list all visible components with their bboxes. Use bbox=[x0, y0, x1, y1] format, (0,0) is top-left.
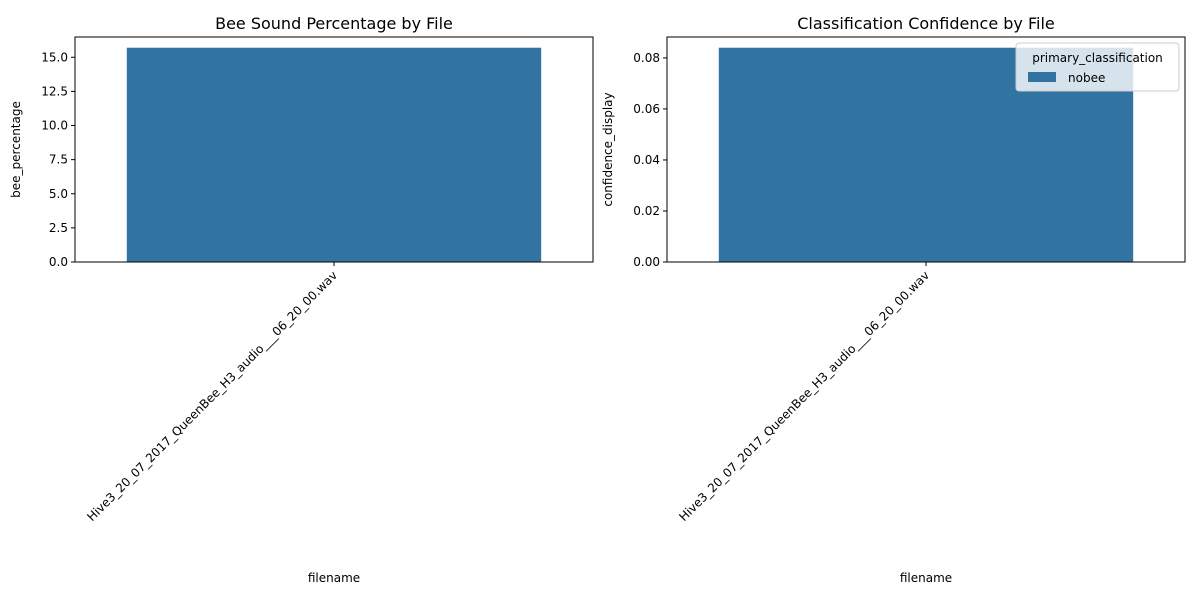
y-tick-label: 7.5 bbox=[49, 153, 68, 167]
legend-entry-label: nobee bbox=[1068, 71, 1105, 85]
y-tick-label: 12.5 bbox=[41, 84, 68, 98]
y-tick-label: 0.06 bbox=[633, 102, 660, 116]
legend-box bbox=[1015, 42, 1180, 92]
y-tick-label: 0.00 bbox=[633, 255, 660, 269]
y-tick-label: 5.0 bbox=[49, 187, 68, 201]
y-tick-label: 0.0 bbox=[49, 255, 68, 269]
y-tick-label: 10.0 bbox=[41, 119, 68, 133]
legend-swatch bbox=[1028, 72, 1056, 82]
legend-title: primary_classification bbox=[1032, 51, 1163, 65]
y-tick-label: 15.0 bbox=[41, 50, 68, 64]
y-tick-label: 2.5 bbox=[49, 221, 68, 235]
y-tick-label: 0.02 bbox=[633, 204, 660, 218]
x-axis-label: filename bbox=[308, 571, 360, 585]
chart-title: Bee Sound Percentage by File bbox=[215, 14, 453, 33]
bar bbox=[126, 47, 542, 262]
y-tick-label: 0.04 bbox=[633, 153, 660, 167]
x-tick-label: Hive3_20_07_2017_QueenBee_H3_audio___06_… bbox=[676, 268, 932, 524]
y-axis-label: bee_percentage bbox=[9, 101, 23, 198]
x-tick-label: Hive3_20_07_2017_QueenBee_H3_audio___06_… bbox=[84, 268, 340, 524]
y-axis-label: confidence_display bbox=[601, 92, 615, 206]
x-axis-label: filename bbox=[900, 571, 952, 585]
chart-title: Classification Confidence by File bbox=[797, 14, 1054, 33]
y-tick-label: 0.08 bbox=[633, 51, 660, 65]
